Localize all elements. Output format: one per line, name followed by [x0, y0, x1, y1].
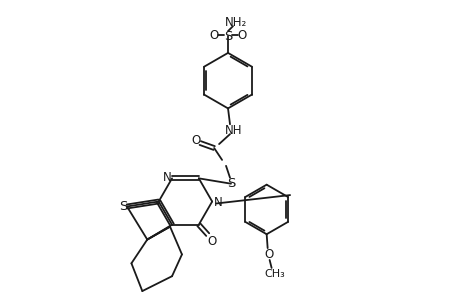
Text: N: N	[162, 171, 171, 184]
Text: O: O	[237, 28, 246, 42]
Text: CH₃: CH₃	[263, 269, 284, 279]
Text: NH₂: NH₂	[224, 16, 246, 29]
Text: S: S	[118, 200, 127, 213]
Text: O: O	[207, 235, 216, 248]
Text: NH: NH	[225, 124, 242, 137]
Text: S: S	[226, 177, 235, 190]
Text: N: N	[213, 196, 222, 209]
Text: S: S	[224, 30, 232, 43]
Text: O: O	[209, 28, 218, 42]
Text: O: O	[263, 248, 273, 260]
Text: O: O	[191, 134, 201, 147]
